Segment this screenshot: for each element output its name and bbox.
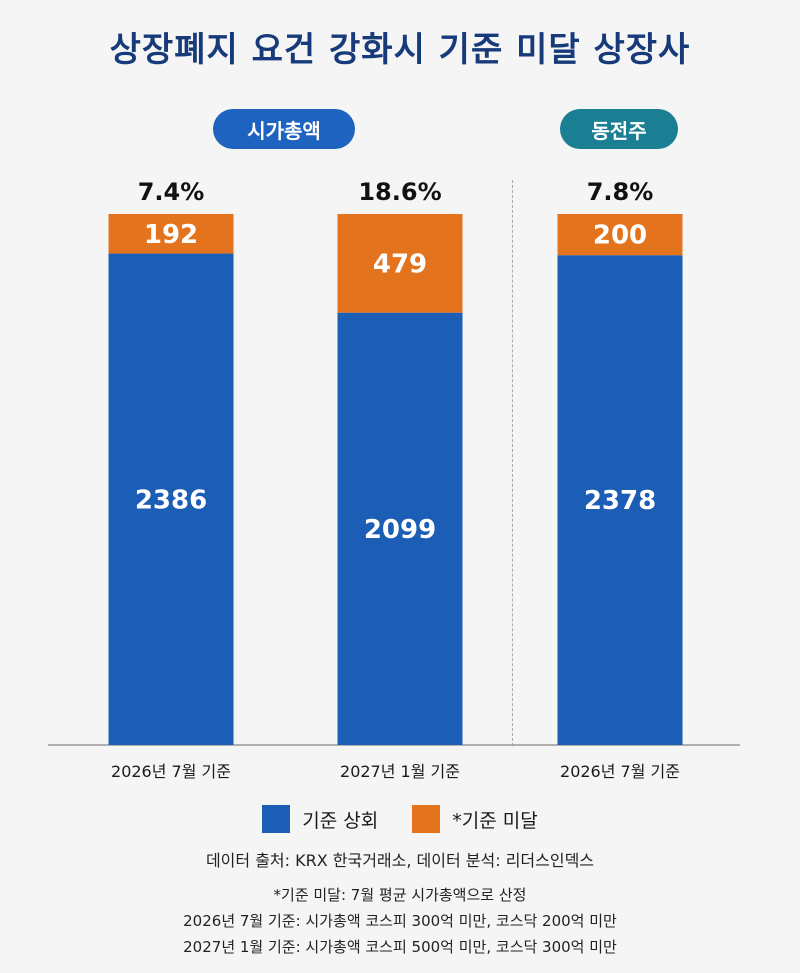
legend-swatch-below bbox=[412, 805, 441, 833]
value-label-above-1: 2386 bbox=[135, 485, 207, 515]
value-label-below-3: 200 bbox=[593, 221, 647, 251]
percent-label-3: 7.8% bbox=[587, 178, 654, 206]
x-tick-label-1: 2026년 7월 기준 bbox=[111, 762, 231, 781]
percent-label-2: 18.6% bbox=[358, 178, 441, 206]
legend-item-above: 기준 상회 bbox=[262, 805, 378, 833]
chart-title: 상장폐지 요건 강화시 기준 미달 상장사 bbox=[109, 30, 691, 70]
criteria-2026-note: 2026년 7월 기준: 시가총액 코스피 300억 미만, 코스닥 200억 … bbox=[183, 912, 617, 930]
legend: 기준 상회 *기준 미달 bbox=[0, 805, 800, 833]
legend-swatch-above bbox=[262, 805, 291, 833]
legend-label-above: 기준 상회 bbox=[302, 809, 379, 832]
x-tick-label-2: 2027년 1월 기준 bbox=[340, 762, 460, 781]
notes: 데이터 출처: KRX 한국거래소, 데이터 분석: 리더스인덱스 *기준 미달… bbox=[0, 848, 800, 960]
legend-label-below: *기준 미달 bbox=[452, 809, 538, 832]
percent-label-1: 7.4% bbox=[138, 178, 205, 206]
stacked-bar-chart: 2386 192 7.4% 2026년 7월 기준 2099 479 18.6% 2027년 … bbox=[48, 178, 740, 781]
value-label-above-2: 2099 bbox=[364, 515, 436, 545]
bar-above-2 bbox=[337, 312, 463, 745]
value-label-below-1: 192 bbox=[144, 220, 198, 250]
bar-below-1 bbox=[108, 214, 234, 254]
group-label-market-cap: 시가총액 bbox=[213, 109, 355, 149]
group-divider bbox=[512, 180, 513, 746]
footnote: *기준 미달: 7월 평균 시가총액으로 산정 bbox=[273, 886, 527, 904]
criteria-2027-note: 2027년 1월 기준: 시가총액 코스피 500억 미만, 코스닥 300억 … bbox=[183, 938, 617, 956]
bar-above-3 bbox=[557, 255, 683, 746]
group-label-penny-stock: 동전주 bbox=[560, 109, 678, 149]
bar-below-2 bbox=[337, 214, 463, 313]
legend-item-below: *기준 미달 bbox=[412, 805, 538, 833]
value-label-below-2: 479 bbox=[373, 249, 427, 279]
value-label-above-3: 2378 bbox=[584, 486, 656, 516]
source-note: 데이터 출처: KRX 한국거래소, 데이터 분석: 리더스인덱스 bbox=[205, 851, 595, 870]
bar-above-1 bbox=[108, 253, 234, 745]
bar-below-3 bbox=[557, 214, 683, 256]
x-tick-label-3: 2026년 7월 기준 bbox=[560, 762, 680, 781]
